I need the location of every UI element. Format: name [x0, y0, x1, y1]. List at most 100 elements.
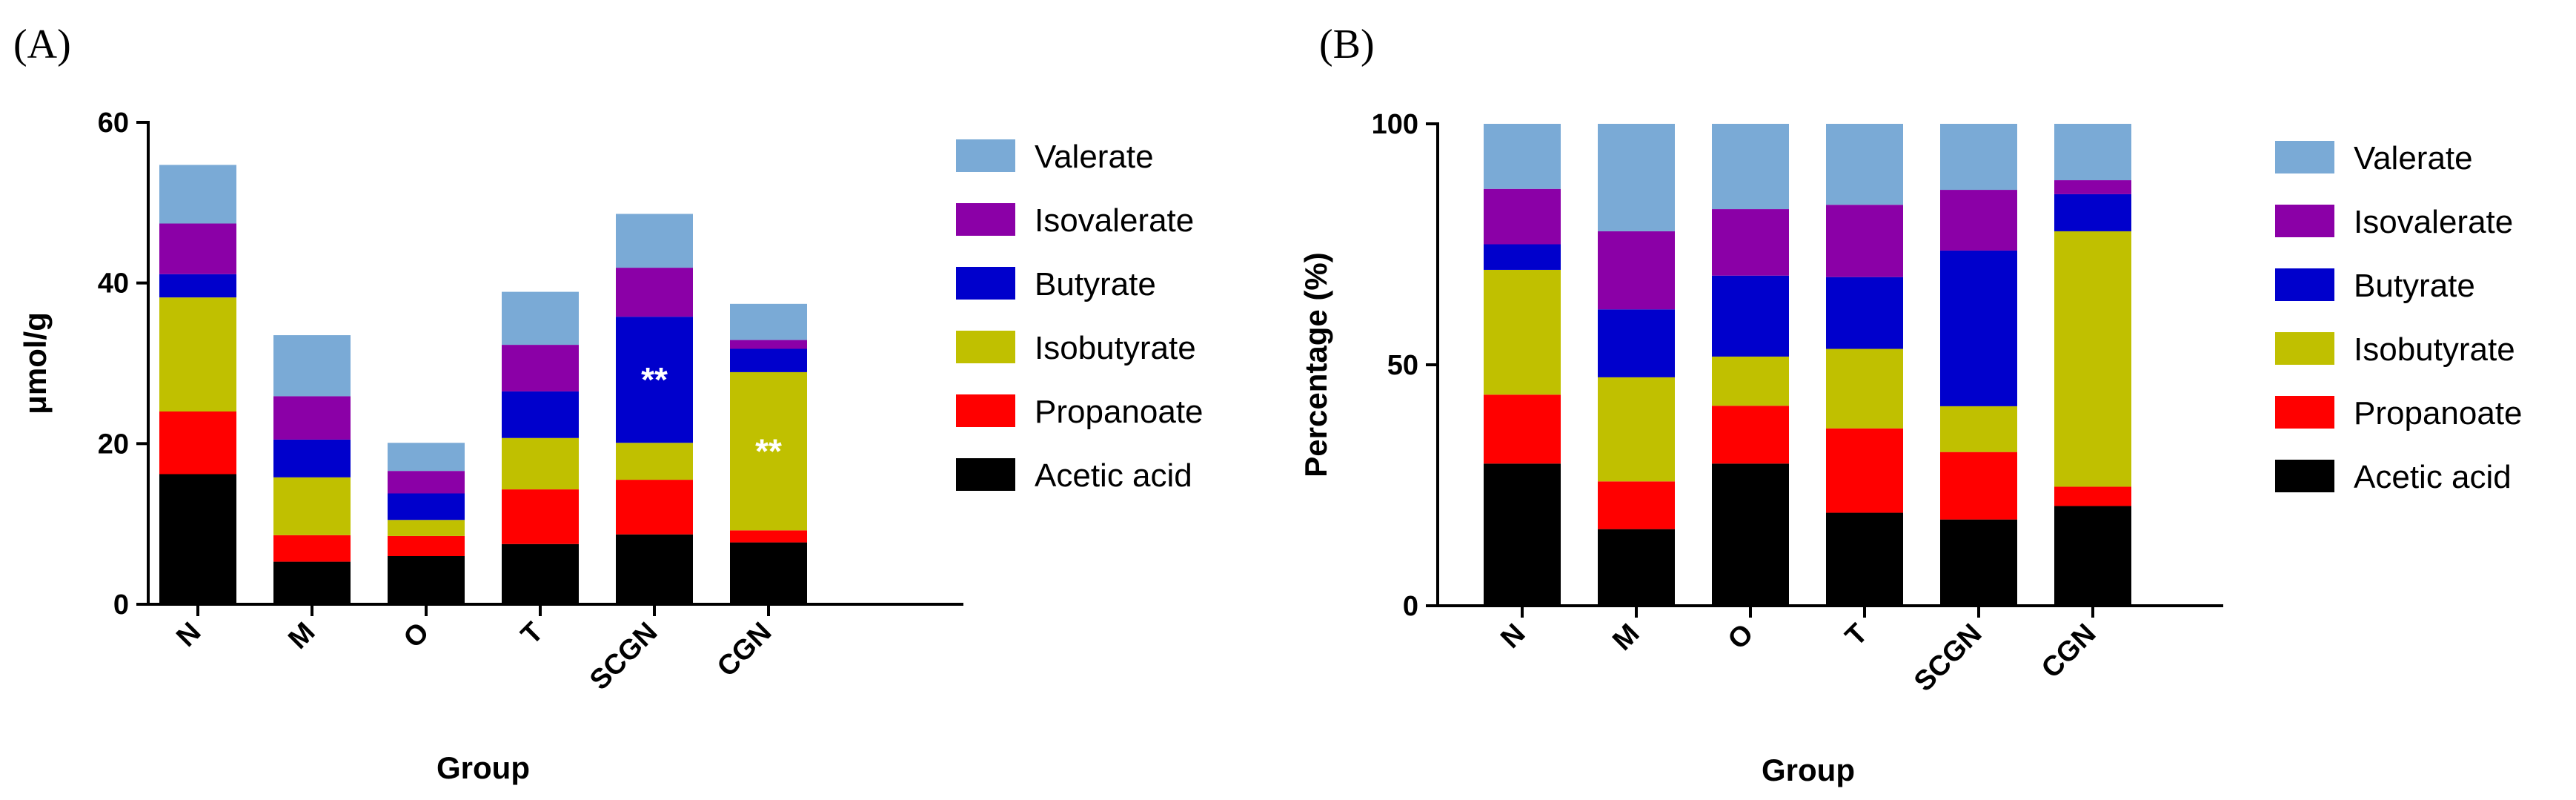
y-tick-label: 50 — [1387, 350, 1418, 381]
bar-segment-O-isovalerate — [388, 471, 465, 494]
y-tick-label: 100 — [1372, 109, 1418, 140]
bar-segment-CGN-valerate — [2054, 124, 2131, 181]
significance-annotation: ** — [755, 432, 782, 471]
bar-segment-O-butyrate — [1712, 275, 1789, 357]
bar-segment-SCGN-butyrate — [616, 317, 693, 443]
bar-segment-CGN-isovalerate — [2054, 180, 2131, 194]
bar-segment-M-butyrate — [273, 439, 351, 477]
legend-label: Isovalerate — [1035, 202, 1194, 239]
bar-segment-CGN-butyrate — [730, 348, 807, 372]
y-axis-title: μmol/g — [18, 312, 53, 414]
panel-label: (B) — [1319, 22, 1375, 67]
bar-segment-N-propanoate — [1484, 394, 1561, 464]
bar-segment-T-acetic-acid — [1826, 512, 1903, 606]
bar-segment-SCGN-propanoate — [1940, 452, 2017, 520]
bar-segment-T-isobutyrate — [502, 437, 579, 490]
x-tick-label: T — [515, 617, 549, 651]
legend-label: Acetic acid — [1035, 457, 1192, 494]
bar-segment-CGN-propanoate — [730, 530, 807, 543]
bar-segment-O-propanoate — [388, 535, 465, 556]
bar-segment-SCGN-propanoate — [616, 480, 693, 535]
x-tick-label: T — [1839, 618, 1873, 652]
bar-segment-O-valerate — [1712, 124, 1789, 210]
panel-label: (A) — [13, 22, 71, 67]
legend-label: Valerate — [2354, 140, 2473, 176]
bar-segment-O-acetic-acid — [1712, 463, 1789, 606]
bar-segment-CGN-propanoate — [2054, 486, 2131, 506]
significance-annotation: ** — [641, 360, 668, 399]
bar-segment-CGN-valerate — [730, 303, 807, 340]
legend-swatch — [2275, 332, 2334, 365]
x-tick-label: M — [282, 617, 321, 655]
bar-segment-T-isovalerate — [1826, 205, 1903, 277]
bar-segment-N-acetic-acid — [1484, 463, 1561, 606]
y-tick-label: 20 — [98, 429, 129, 460]
legend-label: Isovalerate — [2354, 204, 2513, 240]
legend-swatch — [956, 458, 1015, 491]
bar-segment-SCGN-isobutyrate — [1940, 406, 2017, 452]
chart-panel-0: (A) ** ** 0 20 40 60 N M O T SCGN CGN μmol/g Group Vale… — [13, 22, 1204, 785]
bar-segment-T-isovalerate — [502, 345, 579, 391]
x-tick-label: SCGN — [1908, 618, 1988, 698]
bar-segment-T-isobutyrate — [1826, 348, 1903, 429]
bar-segment-M-butyrate — [1598, 309, 1675, 377]
bar-segment-N-valerate — [159, 165, 236, 224]
bar-segment-M-isobutyrate — [273, 477, 351, 535]
bar-segment-T-acetic-acid — [502, 543, 579, 604]
bar-segment-O-isobutyrate — [388, 520, 465, 536]
bar-segment-CGN-isobutyrate — [730, 371, 807, 531]
bar-segment-M-propanoate — [273, 535, 351, 562]
legend-label: Propanoate — [2354, 395, 2523, 432]
legend: Valerate Isovalerate Butyrate Isobutyrate Pr… — [956, 139, 1204, 494]
bar-segment-N-propanoate — [159, 411, 236, 475]
x-tick-label: CGN — [2036, 618, 2102, 684]
legend-label: Isobutyrate — [2354, 331, 2515, 368]
x-tick-label: O — [398, 617, 436, 655]
x-axis-title: Group — [436, 750, 530, 785]
bar-segment-O-acetic-acid — [388, 556, 465, 604]
bar-segment-SCGN-isovalerate — [616, 268, 693, 317]
bar-segment-M-valerate — [1598, 124, 1675, 231]
bar-segment-N-acetic-acid — [159, 474, 236, 604]
legend-label: Butyrate — [1035, 266, 1156, 303]
x-axis-title: Group — [1762, 753, 1855, 787]
bar-segment-M-acetic-acid — [273, 561, 351, 604]
y-tick-label: 60 — [98, 108, 129, 139]
legend-label: Valerate — [1035, 139, 1154, 175]
bar-segment-M-isobutyrate — [1598, 377, 1675, 482]
x-tick-label: N — [1495, 618, 1531, 655]
legend-label: Acetic acid — [2354, 459, 2512, 495]
x-tick-label: CGN — [711, 617, 777, 683]
bar-segment-CGN-butyrate — [2054, 194, 2131, 231]
bar-segment-T-butyrate — [502, 391, 579, 438]
bar-segment-M-acetic-acid — [1598, 529, 1675, 606]
bar-segment-O-isovalerate — [1712, 209, 1789, 276]
bar-segment-M-isovalerate — [273, 396, 351, 440]
bar-segment-CGN-acetic-acid — [730, 542, 807, 604]
bar-segment-SCGN-isobutyrate — [616, 443, 693, 480]
bar-segment-N-isovalerate — [159, 223, 236, 274]
legend-swatch — [2275, 141, 2334, 173]
bar-segment-SCGN-acetic-acid — [616, 534, 693, 604]
y-tick-label: 0 — [1403, 591, 1418, 622]
legend-swatch — [2275, 460, 2334, 492]
legend-swatch — [2275, 396, 2334, 429]
legend-swatch — [956, 267, 1015, 300]
bar-segment-CGN-isobutyrate — [2054, 231, 2131, 487]
bar-segment-N-isobutyrate — [1484, 269, 1561, 395]
x-tick-label: N — [170, 617, 207, 653]
bar-segment-N-isobutyrate — [159, 297, 236, 411]
bar-segment-SCGN-butyrate — [1940, 250, 2017, 406]
legend: Valerate Isovalerate Butyrate Isobutyrate Pr… — [2275, 140, 2523, 495]
x-tick-label: M — [1607, 618, 1645, 657]
legend-swatch — [956, 331, 1015, 363]
y-tick-label: 0 — [113, 589, 129, 621]
legend-swatch — [956, 394, 1015, 427]
bar-segment-SCGN-isovalerate — [1940, 190, 2017, 251]
bar-segment-T-butyrate — [1826, 277, 1903, 349]
bar-segment-O-propanoate — [1712, 406, 1789, 464]
bar-segment-SCGN-valerate — [616, 214, 693, 268]
bar-segment-SCGN-valerate — [1940, 124, 2017, 191]
legend-swatch — [956, 203, 1015, 236]
bar-segment-T-propanoate — [1826, 428, 1903, 513]
